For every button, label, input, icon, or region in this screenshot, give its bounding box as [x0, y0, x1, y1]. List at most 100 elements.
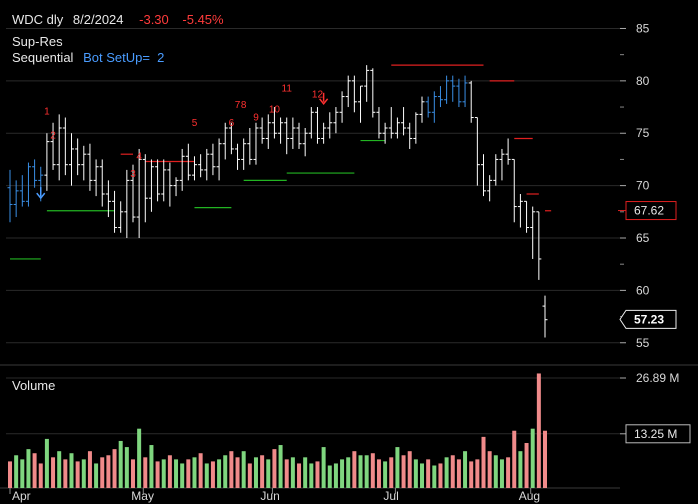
price-bar [444, 75, 450, 104]
support-resistance-layer [10, 64, 552, 260]
indicator-sup-res: Sup-Res [12, 34, 63, 49]
volume-bar [475, 459, 480, 488]
sequential-count-label: 2 [50, 130, 56, 141]
volume-bar [253, 457, 258, 488]
price-bar [124, 169, 130, 238]
sequential-count-label: 4 [136, 151, 142, 162]
price-bar [339, 91, 345, 123]
change-label: -3.30 [139, 12, 169, 27]
sequential-count-label: 6 [229, 118, 235, 129]
volume-bar [536, 373, 541, 488]
price-bar [19, 175, 25, 207]
price-bar [265, 114, 271, 149]
volume-bar [315, 461, 320, 488]
price-bar [284, 117, 290, 155]
price-bar [235, 143, 241, 170]
volume-bar [512, 430, 517, 488]
volume-bar [8, 461, 12, 488]
price-bar [431, 91, 437, 123]
price-bar [382, 122, 388, 144]
volume-bar [124, 447, 129, 488]
sequential-count-label: 11 [282, 83, 293, 94]
volume-bar [524, 443, 529, 488]
date-tick-label: Aug [519, 489, 540, 503]
price-bar [474, 117, 480, 186]
volume-bar [309, 463, 314, 488]
price-bar [173, 177, 179, 197]
volume-bar [217, 459, 222, 488]
price-bar [191, 156, 197, 181]
volume-bar [130, 459, 135, 488]
volume-bar [303, 457, 308, 488]
price-bar [394, 117, 400, 139]
price-bar [536, 211, 542, 280]
price-bar [481, 154, 487, 197]
price-bar [13, 180, 19, 218]
volume-bar [469, 461, 474, 488]
volume-bar [20, 459, 25, 488]
sequential-count-label: 10 [269, 104, 281, 115]
price-bar [358, 85, 364, 123]
price-bar [130, 164, 136, 223]
date-label: 8/2/2024 [72, 12, 124, 27]
volume-bar [444, 457, 449, 488]
last-price-box [619, 309, 677, 329]
volume-bar [14, 455, 19, 488]
price-bar [401, 107, 407, 136]
volume-bar [401, 455, 406, 488]
price-bar [364, 65, 370, 102]
sequential-count-label: 12 [312, 90, 324, 101]
volume-bar [161, 459, 166, 488]
volume-bar [297, 463, 302, 488]
price-bar [93, 159, 99, 197]
volume-bar [210, 461, 215, 488]
price-tick-label: 85 [636, 21, 650, 35]
sequential-count-label: 8 [241, 100, 247, 111]
volume-bar [364, 455, 369, 488]
price-bar [271, 107, 277, 139]
price-bar [185, 143, 191, 181]
volume-bar [235, 457, 240, 488]
volume-bar [106, 455, 111, 488]
price-bar [228, 122, 234, 155]
volume-bars-layer [8, 373, 547, 488]
price-bar [333, 107, 339, 134]
price-bar [56, 114, 62, 181]
last-price-label: 57.23 [634, 312, 664, 326]
price-bar [302, 128, 308, 157]
volume-bar [290, 457, 295, 488]
volume-bar [432, 465, 437, 488]
volume-bar [51, 457, 56, 488]
volume-bar [100, 457, 105, 488]
price-bar [179, 148, 185, 191]
price-bar [167, 162, 173, 207]
sequential-count-label: 7 [235, 100, 241, 111]
price-bar [437, 86, 443, 108]
volume-bar [223, 455, 228, 488]
volume-bar [321, 447, 326, 488]
price-bar [247, 128, 253, 165]
volume-bar [87, 451, 92, 488]
volume-bar [450, 455, 455, 488]
change-pct-label: -5.45% [182, 12, 224, 27]
price-bar [112, 190, 118, 233]
price-bar [198, 154, 204, 178]
price-bars-layer [7, 65, 548, 338]
volume-bar [63, 459, 68, 488]
price-bar [253, 122, 259, 165]
sequential-count-label: 5 [192, 118, 198, 129]
price-bar [296, 122, 302, 149]
price-bar [388, 107, 394, 139]
date-tick-label: Jul [383, 489, 398, 503]
price-bar [68, 133, 74, 186]
volume-bar [407, 451, 412, 488]
symbol-label: WDC dly [12, 12, 64, 27]
price-bar [462, 75, 468, 108]
volume-bar [370, 453, 375, 488]
volume-bar [358, 455, 363, 488]
volume-bar [284, 459, 289, 488]
price-tick-label: 55 [636, 336, 650, 350]
chart-header-line1: WDC dly 8/2/2024 -3.30 -5.45% [12, 12, 224, 27]
price-bar [487, 175, 493, 202]
